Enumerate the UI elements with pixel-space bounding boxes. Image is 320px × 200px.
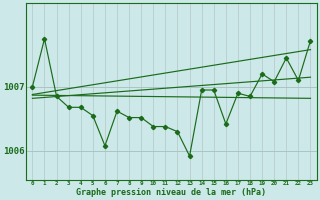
X-axis label: Graphe pression niveau de la mer (hPa): Graphe pression niveau de la mer (hPa) (76, 188, 267, 197)
